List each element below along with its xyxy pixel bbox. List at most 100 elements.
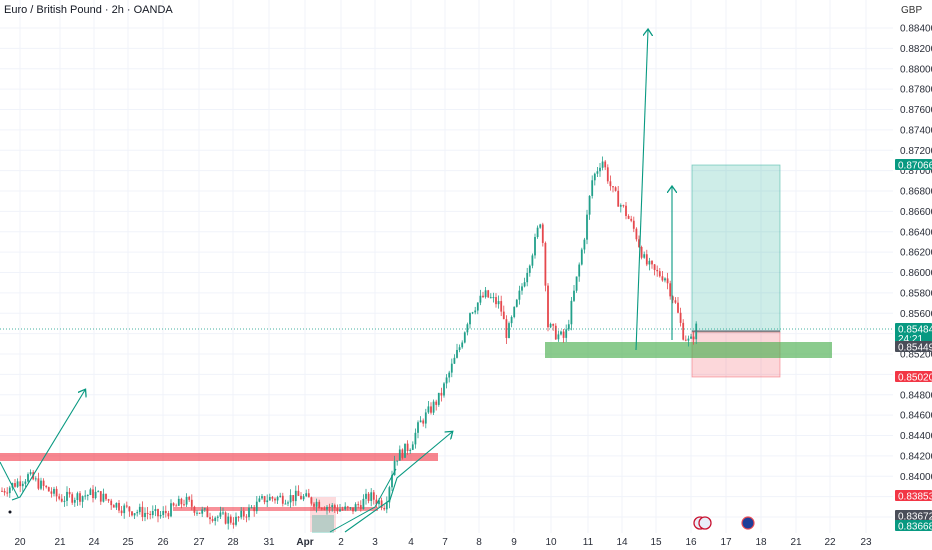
time-axis[interactable]: 20 21 24 25 26 27 28 31 Apr 2 3 4 7 8 9 10 11 14 15 16 17 18 2… xyxy=(14,537,872,548)
candle-body xyxy=(237,516,240,518)
price-tag-label: 0.83853 xyxy=(898,492,932,503)
candle-body xyxy=(440,392,443,396)
candle-body xyxy=(320,508,323,510)
candle-body xyxy=(544,242,547,286)
candle-body xyxy=(268,496,271,501)
candle-body xyxy=(471,312,474,314)
candle-body xyxy=(250,507,253,509)
candle-body xyxy=(380,500,383,508)
candle-body xyxy=(120,510,123,514)
candle-body xyxy=(37,478,40,489)
candle-body xyxy=(388,487,391,503)
candle-body xyxy=(261,496,263,499)
candle-body xyxy=(684,339,687,341)
candle-body xyxy=(417,422,419,433)
price-tag xyxy=(895,510,932,521)
candle-body xyxy=(102,493,105,502)
candle-body xyxy=(24,481,27,484)
candle-body xyxy=(554,325,557,340)
candle-body xyxy=(328,506,331,508)
candle-body xyxy=(648,260,651,265)
candle-body xyxy=(185,496,188,505)
candle-body xyxy=(175,505,178,507)
candle-body xyxy=(690,336,692,339)
candle-body xyxy=(562,331,565,338)
candle-body xyxy=(110,500,113,506)
candle-body xyxy=(385,502,388,510)
candle-body xyxy=(534,237,536,256)
candle-body xyxy=(255,501,258,512)
flag-icon-uk-2 xyxy=(698,516,712,530)
x-tick-label: 17 xyxy=(720,537,732,548)
candle-body xyxy=(229,516,232,523)
candle-body xyxy=(86,494,89,496)
x-tick-label: 18 xyxy=(755,537,767,548)
candle-body xyxy=(541,224,544,243)
candle-body xyxy=(123,505,126,514)
candle-body xyxy=(19,481,22,487)
candle-body xyxy=(1,490,3,492)
chart-title: Euro / British Pound · 2h · OANDA xyxy=(4,4,173,16)
candle-body xyxy=(401,449,404,458)
candle-body xyxy=(81,496,84,502)
candle-body xyxy=(393,461,396,476)
candle-body xyxy=(492,297,495,299)
candle-body xyxy=(198,512,201,514)
candle-body xyxy=(599,167,601,172)
candle-body xyxy=(92,489,94,499)
candle-body xyxy=(570,300,573,325)
candle-body xyxy=(578,264,581,277)
candle-body xyxy=(557,334,560,340)
candle-body xyxy=(63,500,66,502)
x-tick-label: 14 xyxy=(616,537,628,548)
candle-body xyxy=(567,324,570,330)
candle-body xyxy=(131,511,133,516)
candle-body xyxy=(263,496,266,503)
candle-body xyxy=(68,491,71,495)
price-tag xyxy=(895,323,932,343)
candle-body xyxy=(344,506,347,510)
candle-body xyxy=(313,503,315,507)
arrow-breakout-2 xyxy=(329,468,397,533)
candle-body xyxy=(209,517,211,520)
price-tag xyxy=(895,490,932,501)
candle-body xyxy=(66,491,68,501)
price-tag xyxy=(895,520,932,531)
candle-body xyxy=(617,190,620,207)
x-tick-label: 26 xyxy=(157,537,169,548)
event-icons[interactable] xyxy=(693,516,755,530)
candle-body xyxy=(588,195,591,215)
candles xyxy=(1,156,698,530)
candle-body xyxy=(300,495,302,500)
candle-body xyxy=(521,286,523,291)
candle-body xyxy=(159,514,162,517)
candle-body xyxy=(409,449,412,451)
candle-body xyxy=(53,488,55,494)
candle-body xyxy=(292,495,295,502)
price-tag xyxy=(895,341,932,352)
candle-body xyxy=(596,171,599,174)
candle-body xyxy=(276,497,279,501)
candle-body xyxy=(414,432,417,445)
x-tick-label: 3 xyxy=(372,537,378,548)
candle-body xyxy=(271,496,274,499)
candle-body xyxy=(307,493,310,498)
candle-body xyxy=(362,498,365,510)
candle-body xyxy=(284,503,287,505)
candle-body xyxy=(266,500,269,503)
candle-body xyxy=(674,300,677,303)
candle-body xyxy=(391,475,393,488)
candle-body xyxy=(16,481,19,487)
x-tick-label: 11 xyxy=(583,537,594,548)
candle-body xyxy=(458,347,461,350)
candle-body xyxy=(482,295,484,298)
candle-body xyxy=(323,508,326,510)
x-tick-label: 24 xyxy=(88,537,100,548)
candle-body xyxy=(398,449,401,461)
